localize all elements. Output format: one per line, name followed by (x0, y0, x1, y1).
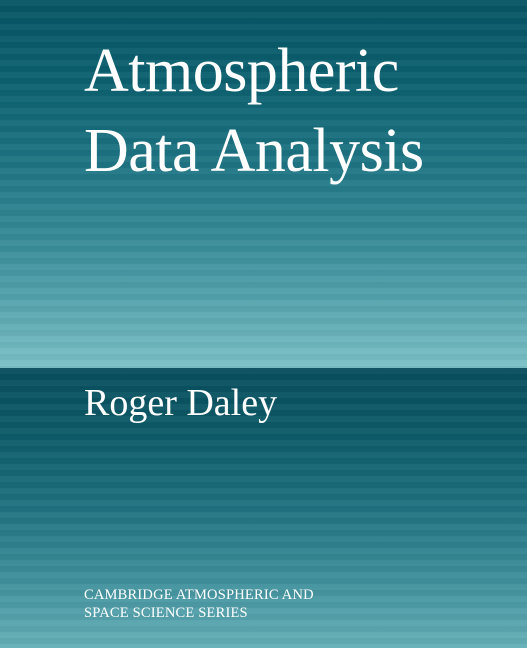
cover-top-gradient-band (0, 0, 527, 368)
cover-bottom-gradient-band (0, 368, 527, 648)
book-author: Roger Daley (84, 382, 278, 424)
book-title-line-1: Atmospheric (84, 37, 399, 105)
series-name-line-1: CAMBRIDGE ATMOSPHERIC AND (84, 587, 314, 603)
series-name: CAMBRIDGE ATMOSPHERIC AND SPACE SCIENCE … (84, 586, 314, 622)
book-title-line-2: Data Analysis (84, 117, 424, 185)
series-name-line-2: SPACE SCIENCE SERIES (84, 605, 248, 621)
